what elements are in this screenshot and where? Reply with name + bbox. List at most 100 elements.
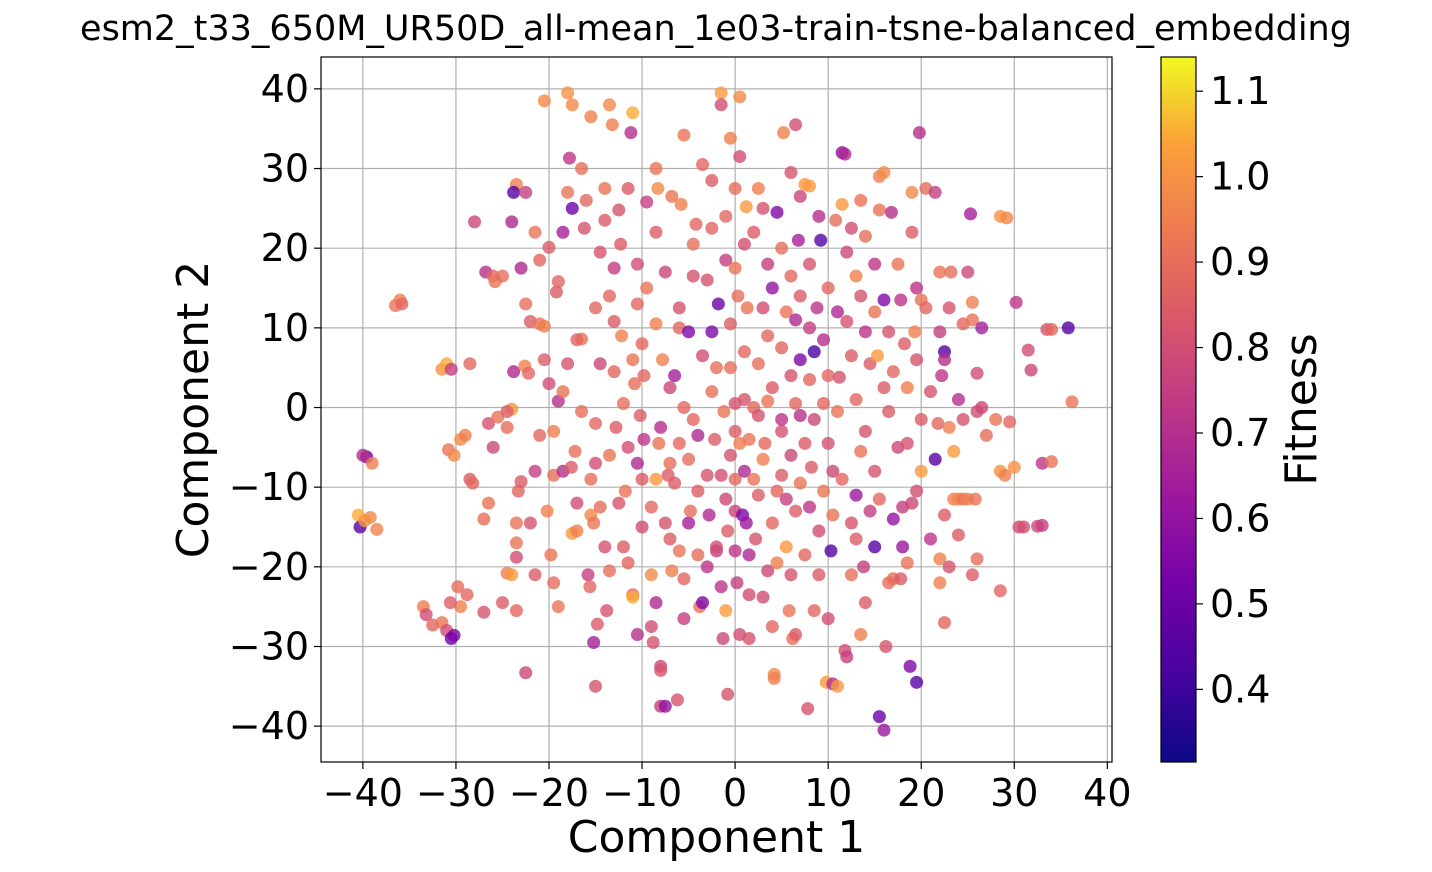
scatter-point bbox=[761, 394, 775, 408]
scatter-point bbox=[607, 261, 621, 275]
scatter-point bbox=[719, 209, 733, 223]
scatter-point bbox=[739, 516, 753, 530]
colorbar-tick-label: 0.9 bbox=[1210, 240, 1270, 284]
scatter-point bbox=[877, 381, 891, 395]
scatter-point bbox=[751, 488, 765, 502]
scatter-point bbox=[587, 636, 601, 650]
scatter-point bbox=[514, 475, 528, 489]
scatter-point bbox=[509, 604, 523, 618]
scatter-point bbox=[1061, 321, 1075, 335]
scatter-point bbox=[705, 173, 719, 187]
scatter-point bbox=[765, 516, 779, 530]
scatter-point bbox=[621, 440, 635, 454]
scatter-point bbox=[779, 492, 793, 506]
scatter-point bbox=[942, 301, 956, 315]
scatter-point bbox=[616, 397, 630, 411]
scatter-point bbox=[882, 325, 896, 339]
x-tick-label: 30 bbox=[990, 771, 1038, 815]
scatter-point bbox=[793, 408, 807, 422]
scatter-point bbox=[598, 181, 612, 195]
scatter-point bbox=[779, 540, 793, 554]
scatter-point bbox=[747, 225, 761, 239]
scatter-point bbox=[635, 337, 649, 351]
colorbar-tick-label: 0.7 bbox=[1210, 411, 1270, 455]
scatter-point bbox=[682, 516, 696, 530]
y-tick-label: 0 bbox=[285, 386, 309, 430]
scatter-point bbox=[840, 650, 854, 664]
y-tick-label: 20 bbox=[261, 226, 309, 270]
scatter-point bbox=[509, 550, 523, 564]
scatter-point bbox=[717, 404, 731, 418]
scatter-point bbox=[910, 675, 924, 689]
scatter-point bbox=[468, 215, 482, 229]
scatter-point bbox=[549, 285, 563, 299]
scatter-point bbox=[500, 420, 514, 434]
scatter-point bbox=[463, 357, 477, 371]
scatter-point bbox=[761, 329, 775, 343]
scatter-point bbox=[649, 162, 663, 176]
scatter-point bbox=[756, 201, 770, 215]
scatter-point bbox=[495, 596, 509, 610]
scatter-point bbox=[942, 420, 956, 434]
scatter-point bbox=[672, 301, 686, 315]
scatter-point bbox=[640, 281, 654, 295]
scatter-point bbox=[509, 516, 523, 530]
scatter-point bbox=[812, 524, 826, 538]
scatter-point bbox=[803, 321, 817, 335]
y-tick-label: −30 bbox=[229, 624, 309, 668]
scatter-point bbox=[791, 233, 805, 247]
scatter-point bbox=[965, 568, 979, 582]
scatter-point bbox=[807, 345, 821, 359]
scatter-point bbox=[951, 393, 965, 407]
scatter-point bbox=[751, 357, 765, 371]
scatter-point bbox=[730, 576, 744, 590]
scatter-point bbox=[728, 424, 742, 438]
scatter-point bbox=[770, 556, 784, 570]
scatter-point bbox=[1045, 455, 1059, 469]
scatter-point bbox=[621, 181, 635, 195]
scatter-point bbox=[589, 301, 603, 315]
scatter-point bbox=[628, 377, 642, 391]
scatter-point bbox=[931, 416, 945, 430]
scatter-point bbox=[879, 639, 893, 653]
scatter-point bbox=[821, 436, 835, 450]
scatter-point bbox=[793, 476, 807, 490]
scatter-point bbox=[900, 436, 914, 450]
scatter-point bbox=[590, 617, 604, 631]
scatter-point bbox=[519, 666, 533, 680]
scatter-point bbox=[789, 504, 803, 518]
scatter-point bbox=[677, 128, 691, 142]
scatter-point bbox=[1009, 295, 1023, 309]
scatter-point bbox=[635, 472, 649, 486]
scatter-point bbox=[733, 90, 747, 104]
colorbar-tick-label: 0.4 bbox=[1210, 667, 1270, 711]
scatter-point bbox=[705, 385, 719, 399]
scatter-point bbox=[519, 297, 533, 311]
scatter-point bbox=[668, 476, 682, 490]
scatter-point bbox=[877, 293, 891, 307]
scatter-point bbox=[714, 86, 728, 100]
scatter-point bbox=[556, 385, 570, 399]
scatter-point bbox=[1000, 211, 1014, 225]
scatter-point bbox=[844, 568, 858, 582]
scatter-point bbox=[935, 369, 949, 383]
scatter-point bbox=[947, 444, 961, 458]
scatter-point bbox=[544, 548, 558, 562]
scatter-point bbox=[505, 215, 519, 229]
scatter-point bbox=[540, 504, 554, 518]
x-tick-label: 10 bbox=[804, 771, 852, 815]
scatter-point bbox=[928, 185, 942, 199]
scatter-point bbox=[870, 349, 884, 363]
scatter-point bbox=[451, 580, 465, 594]
scatter-point bbox=[587, 516, 601, 530]
scatter-point bbox=[812, 209, 826, 223]
scatter-point bbox=[1045, 322, 1059, 336]
scatter-point bbox=[742, 548, 756, 562]
scatter-point bbox=[607, 365, 621, 379]
scatter-point bbox=[905, 185, 919, 199]
scatter-point bbox=[872, 203, 886, 217]
scatter-point bbox=[646, 636, 660, 650]
scatter-point bbox=[826, 508, 840, 522]
scatter-point bbox=[821, 369, 835, 383]
